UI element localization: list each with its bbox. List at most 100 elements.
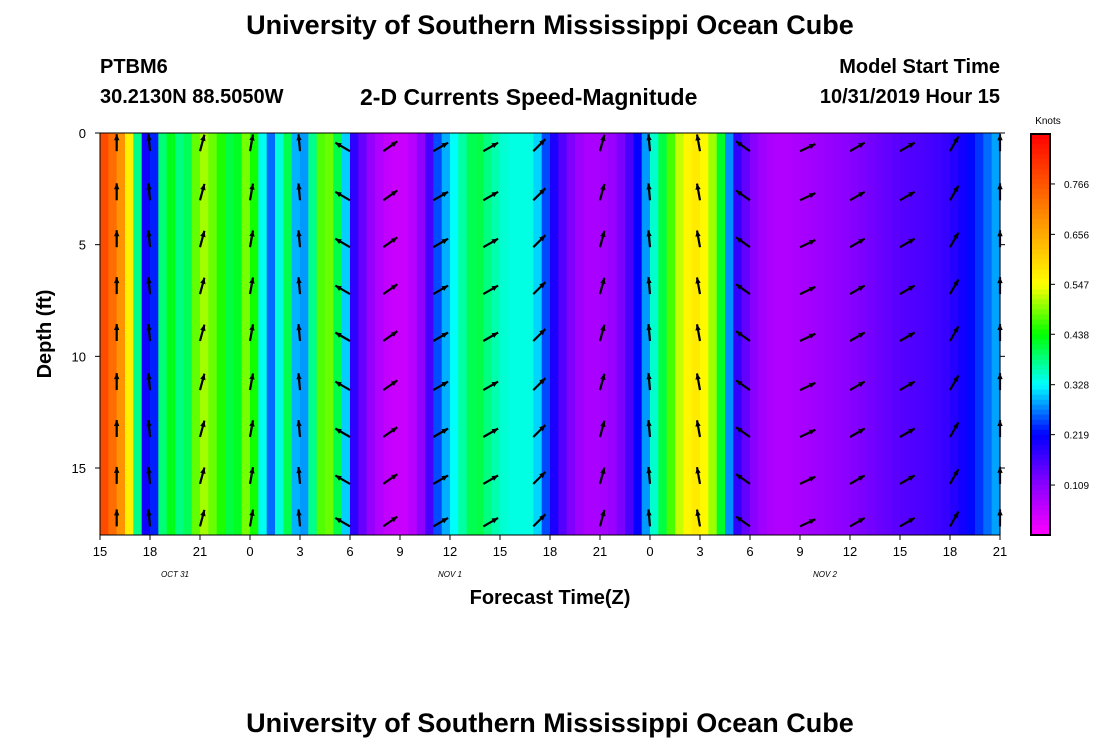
current-vector — [532, 187, 547, 202]
vector-arrowhead — [249, 277, 255, 284]
current-vector — [198, 134, 206, 152]
current-vector — [114, 420, 120, 437]
vector-arrowhead — [146, 373, 152, 380]
heatmap-cell — [483, 133, 493, 535]
current-vector — [114, 183, 120, 201]
current-vector — [382, 379, 398, 392]
vector-arrowhead — [646, 324, 652, 331]
current-vector — [114, 324, 120, 341]
vector-arrowhead — [249, 467, 255, 474]
colorbar-segment — [1031, 489, 1050, 496]
current-vector — [432, 474, 449, 485]
current-vector — [114, 373, 120, 391]
current-vector — [849, 237, 866, 249]
vector-arrowhead — [539, 139, 546, 146]
vector-arrowhead — [335, 475, 342, 481]
colorbar-segment — [1031, 254, 1050, 260]
current-vector — [598, 509, 606, 527]
heatmap-cell — [308, 133, 318, 535]
vector-arrowhead — [539, 514, 546, 521]
current-vector — [646, 277, 652, 295]
current-vector — [949, 421, 960, 438]
vector-arrowhead — [200, 277, 206, 285]
heatmap-cell — [650, 133, 659, 535]
current-vector — [248, 134, 255, 152]
colorbar-segment — [1031, 464, 1050, 471]
vector-arrowhead — [600, 230, 606, 238]
vector-arrowhead — [646, 467, 652, 474]
colorbar-segment — [1031, 369, 1050, 376]
heatmap-cell — [300, 133, 309, 535]
current-vector — [899, 237, 916, 249]
vector-arrowhead — [390, 190, 398, 197]
heatmap-cell — [925, 133, 934, 535]
current-vector — [296, 277, 302, 295]
vector-arrowhead — [808, 193, 816, 199]
vector-arrowhead — [249, 373, 255, 380]
heatmap-cell — [408, 133, 418, 535]
current-vector — [949, 511, 960, 527]
current-vector — [899, 141, 916, 153]
colorbar-segment — [1031, 379, 1050, 386]
colorbar-segment — [1031, 259, 1050, 265]
current-vector — [949, 185, 960, 201]
heatmap-cell — [525, 133, 534, 535]
heatmap-cell — [225, 133, 234, 535]
colorbar-segment — [1031, 319, 1050, 326]
colorbar-segment — [1031, 229, 1050, 235]
heatmap-cell — [941, 133, 951, 535]
vector-arrowhead — [646, 230, 652, 237]
vector-arrowhead — [249, 183, 255, 190]
heatmap-cell — [716, 133, 726, 535]
current-vector — [598, 467, 606, 485]
current-vector — [849, 190, 866, 202]
vector-arrowhead — [441, 191, 449, 198]
current-vector — [849, 331, 866, 342]
colorbar-segment — [1031, 394, 1050, 401]
heatmap — [100, 133, 1001, 535]
vector-arrowhead — [600, 373, 606, 381]
current-vector — [532, 471, 547, 485]
colorbar-segment — [1031, 239, 1050, 245]
colorbar-segment — [1031, 459, 1050, 466]
colorbar-segment — [1031, 214, 1050, 220]
heatmap-cell — [316, 133, 326, 535]
heatmap-cell — [283, 133, 293, 535]
heatmap-cell — [691, 133, 701, 535]
main-title: University of Southern Mississippi Ocean… — [246, 10, 854, 40]
y-axis-title: Depth (ft) — [34, 290, 56, 379]
current-vector — [382, 189, 398, 202]
heatmap-cell — [816, 133, 826, 535]
heatmap-cell — [975, 133, 984, 535]
heatmap-cell — [100, 133, 109, 535]
vector-arrowhead — [908, 332, 915, 338]
current-vector — [296, 134, 302, 152]
heatmap-cell — [891, 133, 901, 535]
current-vector — [382, 426, 398, 438]
current-vector — [382, 283, 398, 296]
heatmap-cell — [450, 133, 459, 535]
current-vector — [646, 183, 652, 201]
heatmap-cell — [133, 133, 143, 535]
vector-arrowhead — [695, 467, 701, 474]
colorbar-segment — [1031, 159, 1050, 165]
heatmap-cell — [783, 133, 793, 535]
current-vector — [146, 183, 152, 201]
vector-arrowhead — [114, 277, 120, 284]
heatmap-cell — [366, 133, 376, 535]
heatmap-cell — [550, 133, 559, 535]
current-vector — [198, 467, 206, 485]
chart-subtitle: 2-D Currents Speed-Magnitude — [360, 84, 698, 110]
heatmap-cell — [616, 133, 626, 535]
vector-arrowhead — [491, 142, 499, 148]
current-vector — [248, 467, 255, 485]
colorbar-segment — [1031, 484, 1050, 491]
current-vector — [482, 141, 499, 153]
current-vector — [382, 473, 398, 485]
vector-arrowhead — [808, 429, 816, 435]
heatmap-cell — [683, 133, 693, 535]
vector-arrowhead — [600, 324, 606, 332]
vector-arrowhead — [600, 420, 606, 428]
vector-arrowhead — [296, 373, 302, 380]
heatmap-cell — [175, 133, 184, 535]
